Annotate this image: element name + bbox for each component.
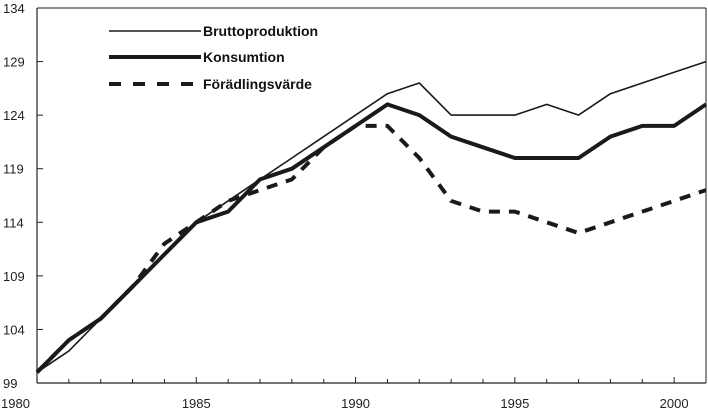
legend-label-3: Förädlingsvärde bbox=[203, 76, 312, 92]
series-line-1 bbox=[36, 60, 707, 373]
y-tick-label: 104 bbox=[3, 322, 25, 337]
y-tick-label: 119 bbox=[3, 162, 24, 177]
legend: Bruttoproduktion Konsumtion Förädlingsvärd… bbox=[109, 23, 318, 92]
y-tick-label: 114 bbox=[3, 215, 24, 230]
y-tick-label: 134 bbox=[3, 1, 25, 16]
legend-label-2: Konsumtion bbox=[203, 49, 285, 65]
x-tick-label: 1985 bbox=[182, 396, 211, 411]
y-tick-label: 124 bbox=[3, 108, 25, 123]
x-tick-label: 1980 bbox=[1, 396, 30, 411]
x-tick-label: 1990 bbox=[341, 396, 370, 411]
x-axis-ticks: 1980 1985 1990 1995 2000 bbox=[1, 377, 707, 411]
series-layer bbox=[35, 60, 708, 374]
y-axis-ticks: 99 104 109 114 119 124 129 134 bbox=[3, 1, 43, 391]
series-line-3 bbox=[35, 123, 707, 374]
axes bbox=[36, 7, 707, 384]
x-tick-label: 1995 bbox=[500, 396, 529, 411]
y-tick-label: 129 bbox=[3, 55, 25, 70]
x-tick-label: 2000 bbox=[660, 396, 689, 411]
y-tick-label: 99 bbox=[3, 376, 17, 391]
series-line-2 bbox=[35, 102, 708, 374]
legend-label-1: Bruttoproduktion bbox=[203, 23, 318, 39]
y-tick-label: 109 bbox=[3, 269, 25, 284]
